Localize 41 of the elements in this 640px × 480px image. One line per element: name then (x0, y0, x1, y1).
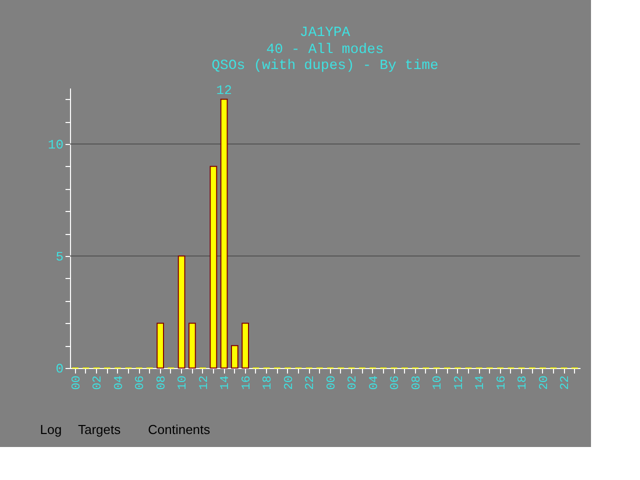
x-tick-label: 12 (452, 376, 466, 390)
x-tick-label: 14 (473, 376, 488, 390)
x-tick-label: 22 (303, 376, 318, 390)
bar (178, 256, 186, 368)
text: QSOs (with dupes) - By time (212, 58, 438, 74)
x-tick-label: 20 (536, 376, 551, 390)
y-tick-label: 0 (56, 362, 64, 376)
data-label: 12 (216, 83, 232, 98)
bar (156, 322, 164, 368)
x-tick-label: 16 (494, 376, 508, 390)
x-tick-label: 06 (388, 376, 402, 390)
bar (220, 98, 228, 368)
chart-title: JA1YPA (300, 25, 351, 42)
x-tick-label: 04 (366, 376, 381, 390)
x-tick-label: 22 (558, 376, 572, 390)
text: Log (40, 422, 62, 437)
text: Targets (78, 422, 122, 437)
x-tick-label: 20 (282, 376, 296, 390)
text: 40 - All modes (266, 42, 384, 58)
bar (188, 322, 196, 368)
x-tick-label: 18 (516, 376, 530, 390)
x-tick-label: 10 (430, 376, 445, 390)
x-tick-label: 02 (90, 376, 105, 390)
bar (242, 322, 249, 368)
y-tick-label: 5 (56, 250, 64, 264)
x-tick-label: 00 (324, 376, 338, 390)
x-tick-label: 16 (239, 376, 254, 390)
x-tick-label: 02 (346, 376, 360, 390)
x-tick-label: 08 (409, 376, 424, 390)
x-tick-label: 06 (133, 376, 148, 390)
text: Continents (148, 422, 211, 437)
x-tick-label: 14 (218, 376, 232, 390)
x-tick-label: 00 (69, 376, 84, 390)
x-tick-label: 08 (154, 376, 168, 390)
y-tick-label: 10 (48, 138, 64, 152)
x-tick-label: 10 (176, 376, 190, 390)
x-tick-label: 18 (260, 376, 275, 390)
bar (210, 166, 218, 368)
bar (231, 345, 238, 368)
x-tick-label: 04 (112, 376, 126, 390)
x-tick-label: 12 (196, 376, 211, 390)
